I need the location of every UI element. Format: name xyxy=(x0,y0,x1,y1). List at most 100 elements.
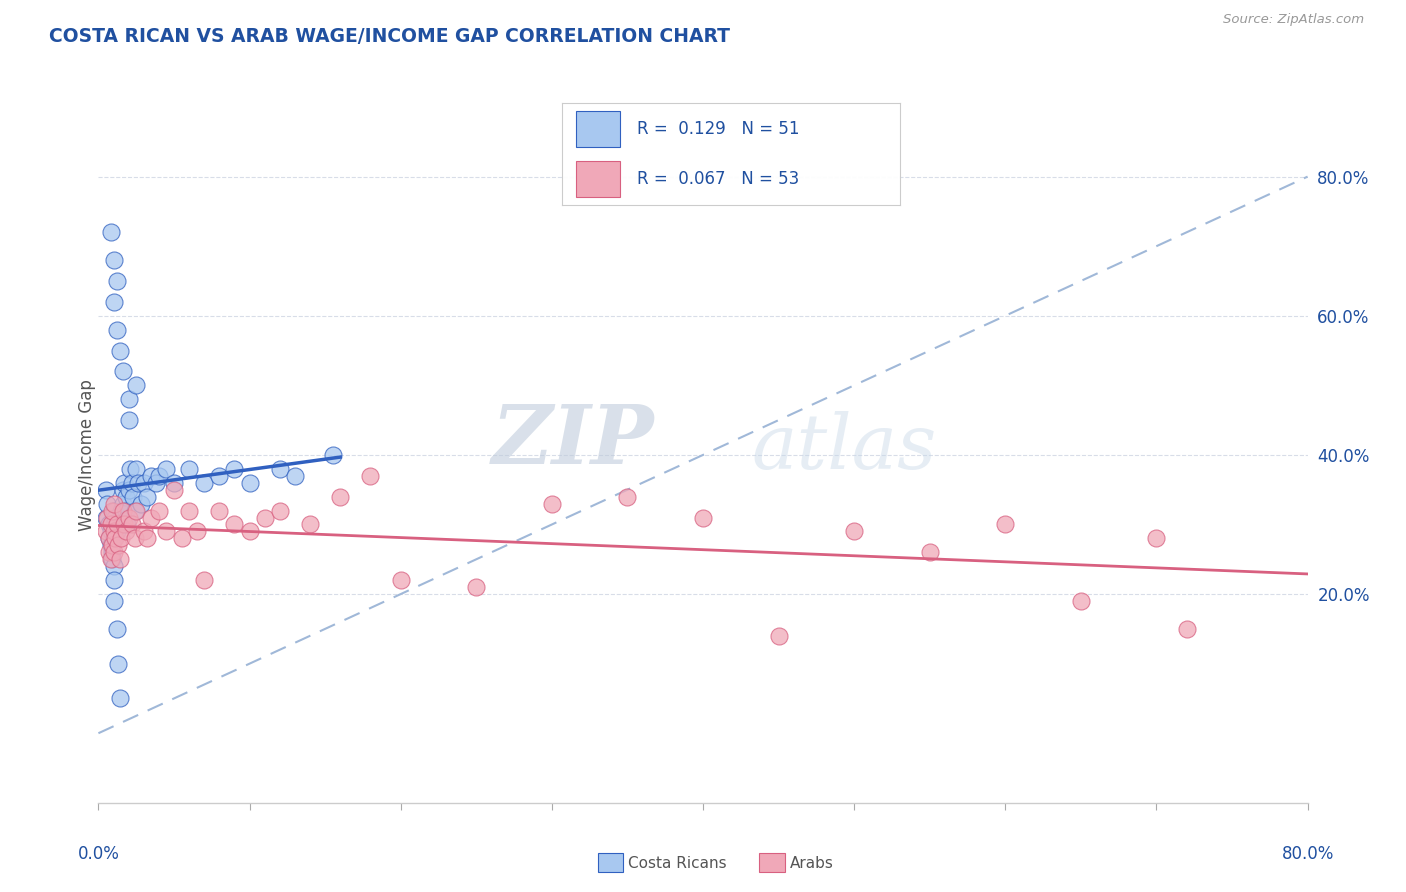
Point xyxy=(105,517,128,532)
Point xyxy=(299,517,322,532)
Point xyxy=(103,503,125,517)
Point xyxy=(124,503,146,517)
Point xyxy=(114,524,136,539)
Point xyxy=(132,524,155,539)
Point xyxy=(96,510,118,524)
Bar xyxy=(576,111,620,146)
Point xyxy=(120,462,142,476)
Point xyxy=(112,475,135,490)
Point xyxy=(141,468,163,483)
Text: atlas: atlas xyxy=(751,411,936,485)
Point xyxy=(121,517,143,532)
Point xyxy=(103,253,125,268)
Text: R =  0.129   N = 51: R = 0.129 N = 51 xyxy=(637,120,799,137)
Point xyxy=(115,517,138,532)
Point xyxy=(186,524,208,539)
Point xyxy=(125,462,148,476)
Point xyxy=(103,573,125,587)
Point xyxy=(105,323,128,337)
Bar xyxy=(576,161,620,197)
Point xyxy=(129,497,152,511)
Point xyxy=(100,517,122,532)
Y-axis label: Wage/Income Gap: Wage/Income Gap xyxy=(79,379,96,531)
Point xyxy=(107,657,129,671)
Point xyxy=(253,510,276,524)
Point xyxy=(148,503,170,517)
Point xyxy=(108,343,131,358)
Point xyxy=(108,552,131,566)
Point xyxy=(224,517,246,532)
Point xyxy=(107,538,129,552)
Point xyxy=(103,497,125,511)
Point xyxy=(124,532,146,546)
Text: Source: ZipAtlas.com: Source: ZipAtlas.com xyxy=(1223,13,1364,27)
Text: COSTA RICAN VS ARAB WAGE/INCOME GAP CORRELATION CHART: COSTA RICAN VS ARAB WAGE/INCOME GAP CORR… xyxy=(49,27,730,45)
Point xyxy=(155,524,177,539)
Point xyxy=(994,517,1017,532)
Point xyxy=(208,468,231,483)
Point xyxy=(239,524,262,539)
Point xyxy=(100,538,122,552)
Point xyxy=(100,552,122,566)
Point xyxy=(269,503,291,517)
Point xyxy=(125,378,148,392)
Text: 0.0%: 0.0% xyxy=(77,845,120,863)
Point xyxy=(101,545,124,559)
Point xyxy=(360,468,382,483)
Point xyxy=(179,462,201,476)
Point xyxy=(127,475,149,490)
Point xyxy=(224,462,246,476)
Point xyxy=(239,475,262,490)
Point xyxy=(148,468,170,483)
Point xyxy=(101,538,124,552)
Point xyxy=(465,580,488,594)
Point xyxy=(163,483,186,497)
Point xyxy=(322,448,344,462)
Point xyxy=(110,517,132,532)
Point xyxy=(103,294,125,309)
Point xyxy=(114,490,136,504)
Point xyxy=(616,490,638,504)
Point xyxy=(141,510,163,524)
Point xyxy=(103,532,125,546)
Point xyxy=(112,517,135,532)
Point xyxy=(1175,622,1198,636)
Point xyxy=(105,524,128,539)
Point xyxy=(118,413,141,427)
Point xyxy=(389,573,412,587)
Point xyxy=(135,490,157,504)
Point xyxy=(145,475,167,490)
Point xyxy=(111,497,134,511)
Point xyxy=(193,475,215,490)
Point xyxy=(155,462,177,476)
Point xyxy=(118,483,141,497)
Point xyxy=(94,483,117,497)
Point xyxy=(108,691,131,706)
Point xyxy=(111,503,134,517)
Point xyxy=(114,503,136,517)
Point xyxy=(132,475,155,490)
Point xyxy=(193,573,215,587)
Point xyxy=(540,497,562,511)
Point xyxy=(1144,532,1167,546)
Point xyxy=(118,392,141,407)
Text: R =  0.067   N = 53: R = 0.067 N = 53 xyxy=(637,170,799,188)
Point xyxy=(98,532,121,546)
Point xyxy=(692,510,714,524)
Point xyxy=(94,524,117,539)
Point xyxy=(118,510,141,524)
Point xyxy=(269,462,291,476)
Point xyxy=(105,274,128,288)
Text: Arabs: Arabs xyxy=(790,856,834,871)
Point xyxy=(100,524,122,539)
Point xyxy=(103,517,125,532)
Point xyxy=(101,552,124,566)
Point xyxy=(918,545,941,559)
Point xyxy=(170,532,193,546)
Point xyxy=(208,503,231,517)
Text: ZIP: ZIP xyxy=(492,401,655,481)
Point xyxy=(121,475,143,490)
Point xyxy=(163,475,186,490)
Point xyxy=(179,503,201,517)
Point xyxy=(844,524,866,539)
